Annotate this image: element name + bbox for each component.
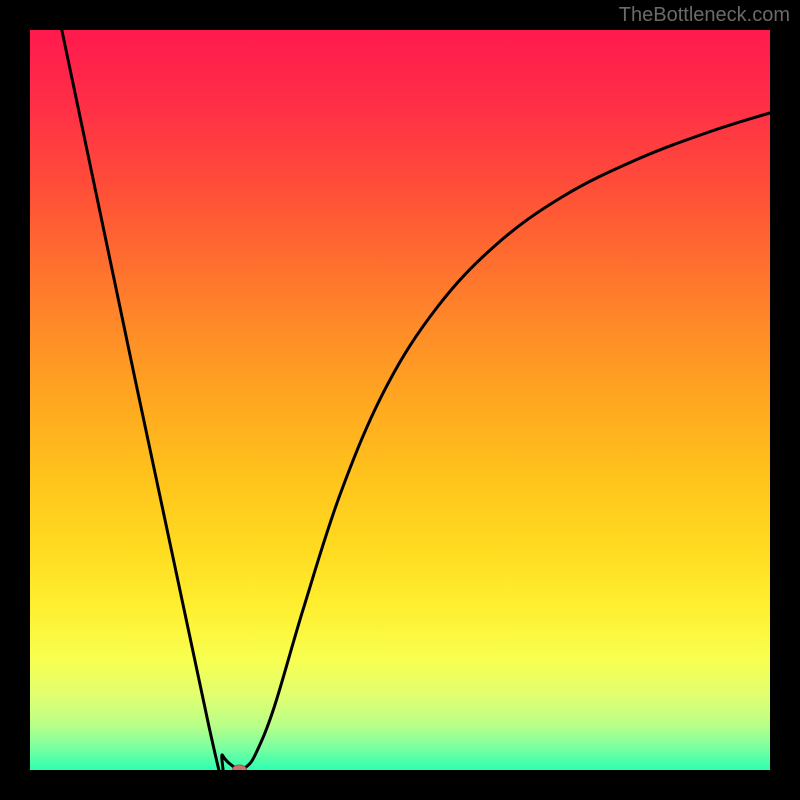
chart-plot-area: [30, 30, 770, 770]
watermark-text: TheBottleneck.com: [619, 4, 790, 27]
curve-right-branch: [239, 113, 770, 770]
bottleneck-curve: [30, 30, 770, 770]
curve-left-branch: [62, 30, 240, 770]
